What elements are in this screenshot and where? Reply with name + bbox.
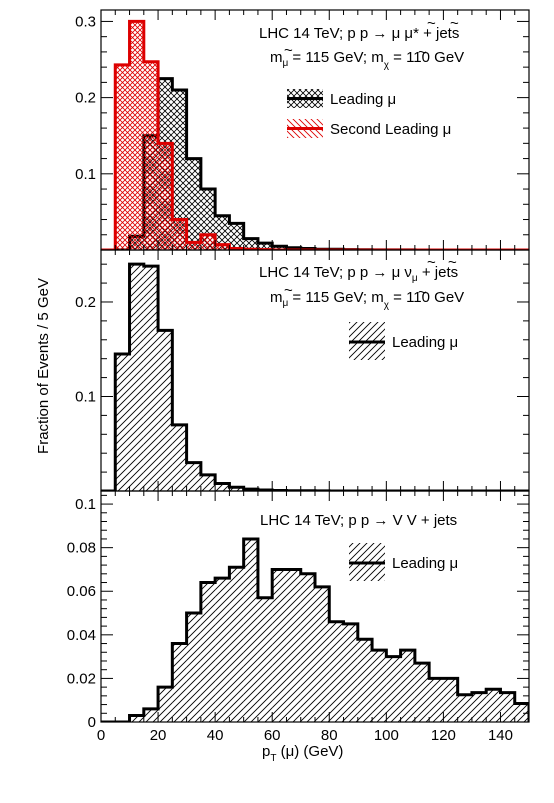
panel2-mass-label: mμ = 115 GeV; mχ = 110 GeV <box>270 289 464 311</box>
histogram-bin <box>172 219 187 250</box>
histogram-bin <box>186 242 201 250</box>
histogram-bin <box>372 650 387 722</box>
histogram-bin <box>186 613 201 722</box>
x-tick-label: 60 <box>264 727 281 744</box>
histogram-bin <box>486 689 501 722</box>
histogram-bin <box>257 243 273 250</box>
tilde-accent: ~ <box>427 15 436 32</box>
x-tick-label: 20 <box>150 727 167 744</box>
histogram-bin <box>229 567 244 722</box>
histogram-bin <box>200 474 216 491</box>
y-tick-label: 0.2 <box>75 90 96 107</box>
panel2-legend: Leading μ <box>349 322 458 360</box>
histogram-bin <box>186 462 201 491</box>
histogram-bin <box>286 569 301 722</box>
histogram-bin <box>500 692 515 722</box>
tilde-accent: ~ <box>448 254 457 271</box>
histogram-bin <box>315 586 330 722</box>
histogram-bin <box>429 678 444 722</box>
histogram-bin <box>158 143 173 250</box>
y-tick-label: 0.04 <box>67 627 96 644</box>
histogram-bin <box>257 597 273 722</box>
x-tick-label: 80 <box>321 727 338 744</box>
y-tick-label: 0.1 <box>75 166 96 183</box>
histogram-bin <box>272 246 287 250</box>
histogram-bin <box>400 650 415 722</box>
histogram-bin <box>386 656 401 722</box>
y-axis-title: Fraction of Events / 5 GeV <box>35 278 52 454</box>
histogram-bin <box>243 238 258 250</box>
histogram-bin <box>215 215 230 250</box>
x-tick-label: 40 <box>207 727 224 744</box>
histogram-bin <box>186 158 201 250</box>
histogram-bin <box>215 578 230 722</box>
histogram-bin <box>200 234 216 250</box>
y-tick-label: 0.2 <box>75 294 96 311</box>
histogram-bin <box>514 703 529 722</box>
histogram-bin <box>272 569 287 722</box>
histogram-bin <box>143 708 159 722</box>
panel2-process-label: LHC 14 TeV; p p → μ νμ + jets <box>259 264 458 284</box>
y-tick-label: 0.3 <box>75 13 96 30</box>
histogram-bin <box>129 21 144 250</box>
histogram-bin <box>200 582 216 722</box>
x-axis-title: pT (μ) (GeV) <box>262 743 343 764</box>
histogram-bin <box>143 266 159 491</box>
tilde-accent: ~ <box>418 44 427 61</box>
y-tick-label: 0.08 <box>67 540 96 557</box>
histogram-bin <box>115 353 130 491</box>
panel1-mass-label: mμ = 115 GeV; mχ = 110 GeV <box>270 49 464 71</box>
x-tick-label: 140 <box>488 727 513 744</box>
histogram-bin <box>115 64 130 250</box>
histogram-bin <box>158 330 173 491</box>
legend-label-leading: Leading μ <box>392 555 458 572</box>
x-tick-label: 0 <box>97 727 105 744</box>
y-tick-label: 0.1 <box>75 388 96 405</box>
histogram-bin <box>215 483 230 491</box>
axis-ticks: 0.1 0.2 0.3 0.1 0.2 0 0.02 0.04 0.06 0.08 0.1 0 20 40… <box>67 10 530 744</box>
panel3-process-label: LHC 14 TeV; p p → V V + jets <box>260 512 457 529</box>
histogram-bin <box>215 244 230 250</box>
histogram-bin <box>129 264 144 491</box>
histogram-bin <box>129 715 144 722</box>
y-tick-label: 0 <box>88 714 96 731</box>
histogram-bin <box>172 424 187 491</box>
panel1-process-label: LHC 14 TeV; p p → μ μ* + jets <box>259 25 459 42</box>
histogram-bin <box>172 643 187 722</box>
tilde-accent: ~ <box>450 15 459 32</box>
panel3-histograms <box>101 537 529 722</box>
tilde-accent: ~ <box>427 254 436 271</box>
histogram-bin <box>158 687 173 722</box>
histogram-bin <box>229 223 244 250</box>
legend-label-leading: Leading μ <box>330 91 396 108</box>
histogram-bin <box>143 61 159 250</box>
x-tick-label: 120 <box>431 727 456 744</box>
histogram-bin <box>357 639 373 722</box>
y-tick-label: 0.02 <box>67 670 96 687</box>
legend-label-leading: Leading μ <box>392 334 458 351</box>
x-tick-label: 100 <box>374 727 399 744</box>
panel1-legend: Leading μ Second Leading μ <box>287 89 451 138</box>
histogram-outline <box>101 537 529 722</box>
panel3-legend: Leading μ <box>349 543 458 581</box>
histogram-bin <box>229 487 244 491</box>
tilde-accent: ~ <box>284 42 293 59</box>
histogram-bin <box>172 90 187 250</box>
histogram-bin <box>443 678 458 722</box>
tilde-accent: ~ <box>284 282 293 299</box>
histogram-bin <box>457 694 472 722</box>
legend-label-second: Second Leading μ <box>330 121 451 138</box>
y-tick-label: 0.1 <box>75 496 96 513</box>
histogram-bin <box>243 538 258 722</box>
series-leading- <box>101 537 529 722</box>
tilde-accent: ~ <box>418 284 427 301</box>
histogram-bin <box>414 663 430 722</box>
histogram-bin <box>471 692 487 722</box>
y-tick-label: 0.06 <box>67 583 96 600</box>
histogram-bin <box>300 573 315 722</box>
histogram-bin <box>343 623 358 722</box>
histogram-bin <box>329 621 344 722</box>
